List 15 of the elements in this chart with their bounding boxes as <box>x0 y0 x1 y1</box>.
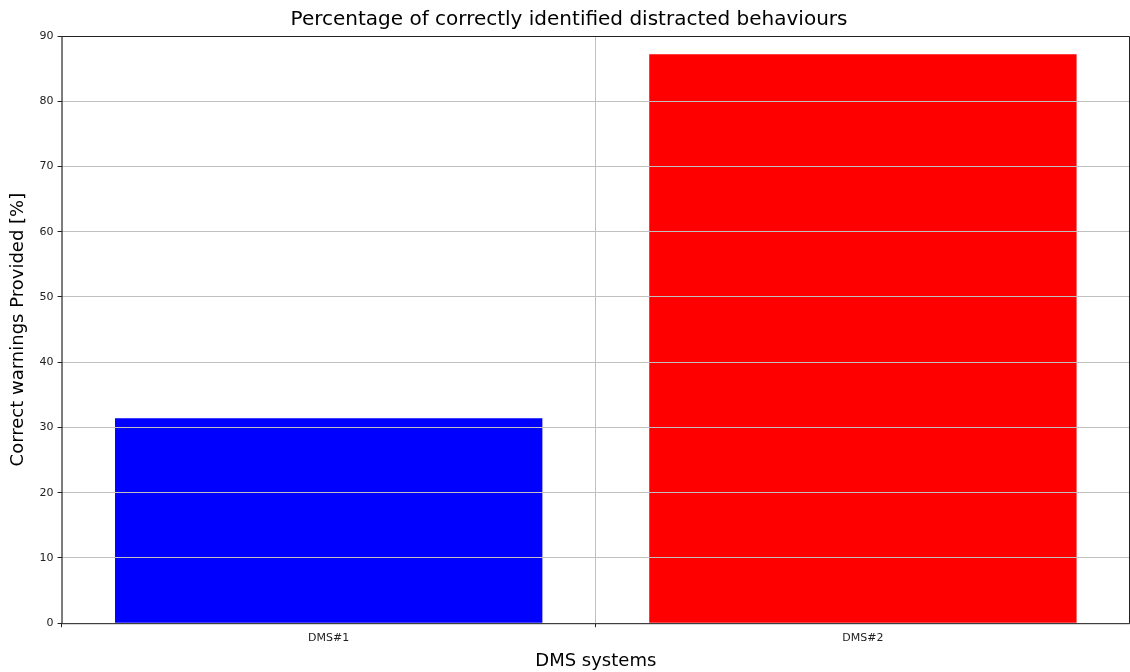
y-tick-label: 50 <box>39 289 54 303</box>
y-tick-label: 10 <box>39 550 54 564</box>
y-tick-label: 30 <box>39 420 54 434</box>
x-axis-title: DMS systems <box>535 648 657 670</box>
y-tick-label: 40 <box>39 355 54 369</box>
y-tick-label: 20 <box>39 485 54 499</box>
y-tick-label: 80 <box>39 94 54 108</box>
y-tick-label: 0 <box>46 616 54 630</box>
y-axis-title: Correct warnings Provided [%] <box>6 192 28 467</box>
y-tick-label: 60 <box>39 224 54 238</box>
chart-title: Percentage of correctly identified distracted behaviours <box>290 6 848 31</box>
x-tick-label: DMS#1 <box>308 630 350 644</box>
x-tick-label: DMS#2 <box>842 630 884 644</box>
y-tick-label: 90 <box>39 28 54 42</box>
y-tick-label: 70 <box>39 159 54 173</box>
